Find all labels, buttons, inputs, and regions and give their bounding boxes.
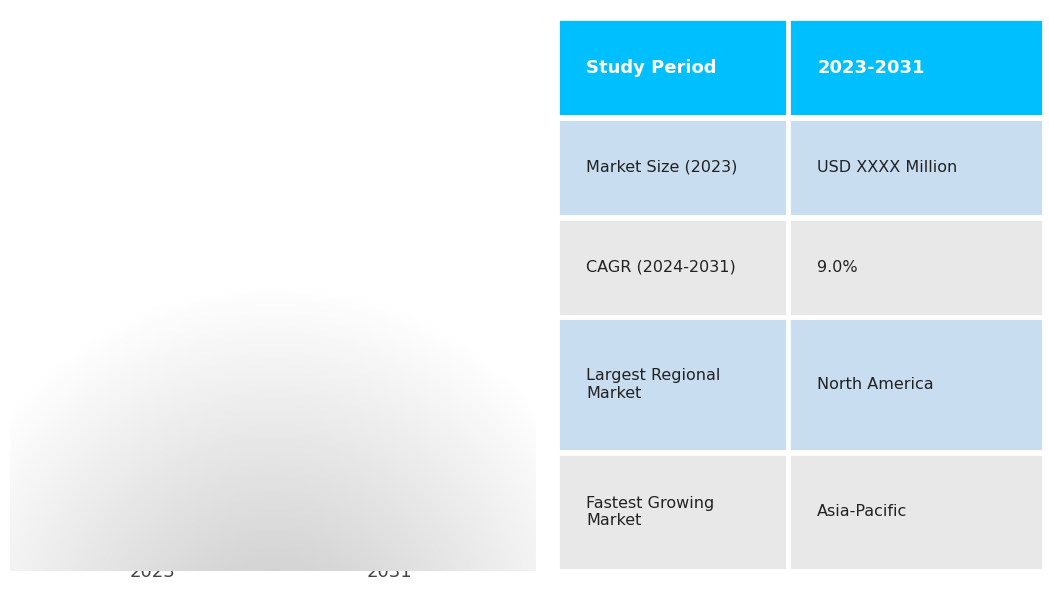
FancyBboxPatch shape <box>79 294 227 540</box>
Ellipse shape <box>311 535 489 555</box>
FancyBboxPatch shape <box>92 518 239 548</box>
Text: Market Size (2023): Market Size (2023) <box>586 160 737 175</box>
Text: 2023: 2023 <box>130 564 175 581</box>
Text: MARKET: MARKET <box>233 70 314 89</box>
Text: 2031: 2031 <box>366 564 412 581</box>
Text: Largest Regional
Market: Largest Regional Market <box>586 369 721 401</box>
FancyBboxPatch shape <box>558 219 787 316</box>
Text: Asia-Pacific: Asia-Pacific <box>817 504 907 519</box>
FancyBboxPatch shape <box>558 319 787 451</box>
Text: Fastest Growing
Market: Fastest Growing Market <box>586 495 714 528</box>
FancyBboxPatch shape <box>558 119 787 216</box>
FancyBboxPatch shape <box>789 19 1043 116</box>
Text: USD XXXX Million: USD XXXX Million <box>817 160 958 175</box>
Text: CAGR (2024-2031): CAGR (2024-2031) <box>586 260 735 274</box>
Text: 9.0%: 9.0% <box>817 260 858 274</box>
Text: 2023-2031: 2023-2031 <box>817 58 925 77</box>
FancyBboxPatch shape <box>789 219 1043 316</box>
FancyBboxPatch shape <box>558 19 787 116</box>
Text: DEFENSE INTEGRATED ANTENNA: DEFENSE INTEGRATED ANTENNA <box>113 34 433 52</box>
Text: Study Period: Study Period <box>586 58 716 77</box>
FancyBboxPatch shape <box>789 454 1043 570</box>
Ellipse shape <box>73 535 253 555</box>
FancyBboxPatch shape <box>558 454 787 570</box>
FancyBboxPatch shape <box>328 502 476 548</box>
Text: North America: North America <box>817 377 934 392</box>
FancyBboxPatch shape <box>316 164 463 540</box>
FancyBboxPatch shape <box>789 319 1043 451</box>
FancyBboxPatch shape <box>789 119 1043 216</box>
